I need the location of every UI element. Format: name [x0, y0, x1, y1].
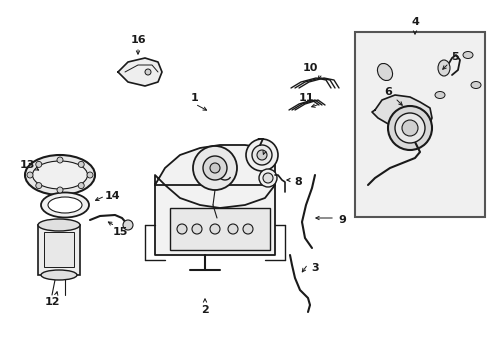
Ellipse shape [377, 63, 392, 81]
Text: 9: 9 [338, 215, 346, 225]
Bar [44, 232, 74, 267]
Ellipse shape [48, 197, 82, 213]
Circle shape [57, 187, 63, 193]
Ellipse shape [438, 60, 450, 76]
Circle shape [36, 161, 42, 167]
Ellipse shape [38, 219, 80, 231]
Circle shape [210, 163, 220, 173]
Circle shape [388, 106, 432, 150]
Circle shape [78, 183, 84, 189]
Circle shape [243, 224, 253, 234]
Circle shape [87, 172, 93, 178]
Bar [170, 208, 270, 250]
Ellipse shape [25, 155, 95, 195]
Circle shape [395, 113, 425, 143]
Text: 10: 10 [302, 63, 318, 73]
Circle shape [257, 150, 267, 160]
Circle shape [203, 156, 227, 180]
Text: 3: 3 [311, 263, 319, 273]
Ellipse shape [435, 91, 445, 99]
Circle shape [192, 224, 202, 234]
Ellipse shape [41, 270, 77, 280]
Text: 5: 5 [451, 52, 459, 62]
Circle shape [193, 146, 237, 190]
Text: 12: 12 [44, 297, 60, 307]
Text: 15: 15 [112, 227, 128, 237]
Text: 8: 8 [294, 177, 302, 187]
Polygon shape [118, 58, 162, 86]
Text: 7: 7 [256, 138, 264, 148]
Bar [38, 225, 80, 275]
Ellipse shape [471, 81, 481, 89]
Ellipse shape [32, 161, 88, 189]
Text: 11: 11 [298, 93, 314, 103]
Text: 14: 14 [104, 191, 120, 201]
Circle shape [57, 157, 63, 163]
Circle shape [259, 169, 277, 187]
Circle shape [263, 173, 273, 183]
Circle shape [36, 183, 42, 189]
Text: 1: 1 [191, 93, 199, 103]
Text: 6: 6 [384, 87, 392, 97]
Polygon shape [155, 145, 275, 208]
Circle shape [228, 224, 238, 234]
Circle shape [177, 224, 187, 234]
Circle shape [246, 139, 278, 171]
Circle shape [210, 224, 220, 234]
Circle shape [402, 120, 418, 136]
Text: 2: 2 [201, 305, 209, 315]
Polygon shape [155, 185, 275, 255]
Circle shape [123, 220, 133, 230]
Circle shape [252, 145, 272, 165]
Polygon shape [372, 95, 432, 132]
Text: 13: 13 [19, 160, 35, 170]
Ellipse shape [41, 193, 89, 217]
Circle shape [145, 69, 151, 75]
Circle shape [78, 161, 84, 167]
Ellipse shape [463, 51, 473, 58]
Text: 4: 4 [411, 17, 419, 27]
Bar [355, 32, 485, 217]
Text: 16: 16 [130, 35, 146, 45]
Circle shape [27, 172, 33, 178]
